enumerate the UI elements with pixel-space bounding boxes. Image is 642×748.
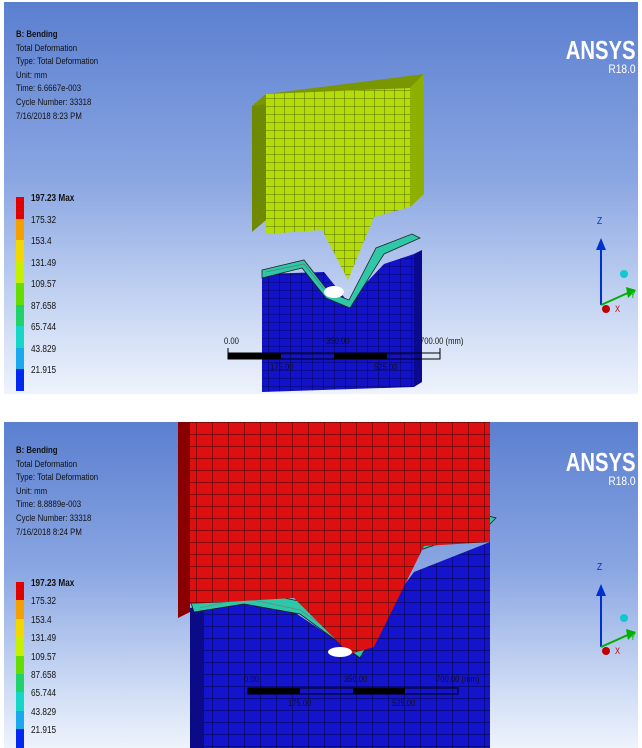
legend-swatch (16, 347, 24, 369)
legend-swatch (16, 674, 24, 693)
scale-right-label: 700.00 (mm) (420, 336, 464, 346)
triad-y-label: Y (630, 632, 636, 643)
scale-right-label: 700.00 (mm) (436, 674, 480, 684)
legend-label: 87.658 (31, 670, 57, 681)
analysis-title: B: Bending (16, 445, 58, 456)
legend-label: 87.658 (31, 300, 57, 312)
legend-swatch (16, 710, 24, 730)
scale-bar (227, 348, 441, 360)
legend-swatch (16, 655, 24, 674)
result-time: Time: 6.6667e-003 (16, 83, 82, 95)
punch (252, 74, 424, 280)
legend-label: 175.32 (31, 214, 57, 226)
scale-left-label: 0.00 (224, 336, 239, 346)
result-cycle: Cycle Number: 33318 (16, 96, 92, 108)
scale-under2-label: 525.00 (392, 698, 416, 708)
legend-label: 109.57 (31, 279, 57, 290)
legend-swatch (16, 197, 24, 219)
result-info: B: Bending Total Deformation Type: Total… (16, 444, 98, 539)
triad-z-label: Z (597, 562, 603, 573)
result-type: Type: Total Deformation (16, 472, 99, 484)
legend-swatch (16, 283, 24, 305)
result-type: Type: Total Deformation (16, 56, 99, 68)
triad-x-label: X (615, 304, 621, 314)
legend-label: 43.829 (31, 343, 57, 355)
model-view-top (227, 74, 636, 392)
legend-label: 197.23 Max (31, 193, 75, 204)
legend-label: 65.744 (31, 322, 57, 333)
result-unit: Unit: mm (16, 485, 48, 497)
scale-under2-label: 525.00 (374, 362, 398, 372)
gap-highlight (324, 286, 344, 298)
scale-under-label: 175.00 (270, 362, 294, 372)
result-date: 7/16/2018 8:23 PM (16, 110, 82, 122)
result-info: B: Bending Total Deformation Type: Total… (16, 28, 98, 123)
coordinate-triad (596, 584, 636, 655)
legend-swatch (16, 692, 24, 711)
ansys-wordmark: ANSYS (566, 447, 636, 477)
gap-highlight (328, 647, 352, 657)
legend-label: 153.4 (31, 614, 52, 626)
legend-swatch (16, 729, 24, 748)
legend-label: 175.32 (31, 596, 57, 608)
lower-die (190, 542, 490, 748)
legend-swatch (16, 240, 24, 262)
triad-x-label: X (615, 646, 621, 656)
ansys-version: R18.0 (608, 62, 636, 76)
legend-label: 21.915 (31, 365, 57, 376)
ansys-logo: ANSYS R18.0 (546, 447, 636, 488)
legend-swatch (16, 582, 24, 601)
coordinate-triad (596, 238, 636, 313)
scale-mid-label: 350.00 (344, 674, 368, 684)
ansys-wordmark: ANSYS (566, 35, 636, 65)
result-name: Total Deformation (16, 458, 78, 470)
legend-swatch (16, 618, 24, 638)
legend-swatch (16, 369, 24, 391)
legend-swatch (16, 326, 24, 348)
result-name: Total Deformation (16, 42, 78, 54)
legend-swatch (16, 600, 24, 619)
legend-label: 109.57 (31, 651, 57, 663)
model-view-bottom (178, 422, 636, 748)
legend-label: 131.49 (31, 257, 57, 269)
analysis-title: B: Bending (16, 29, 58, 40)
legend-label: 43.829 (31, 706, 57, 718)
viewport-top[interactable]: B: Bending Total Deformation Type: Total… (4, 2, 638, 394)
scale-mid-label: 350.00 (326, 336, 350, 346)
legend-label: 131.49 (31, 633, 57, 645)
scale-left-label: 0.00 (244, 674, 259, 684)
ansys-logo: ANSYS R18.0 (546, 35, 636, 76)
scale-bar (247, 687, 459, 695)
result-time: Time: 8.8889e-003 (16, 499, 82, 511)
ansys-version: R18.0 (608, 474, 636, 488)
legend-label: 153.4 (31, 236, 52, 247)
result-cycle: Cycle Number: 33318 (16, 512, 92, 524)
legend-swatch (16, 261, 24, 283)
legend-label: 65.744 (31, 688, 57, 700)
triad-y-label: Y (630, 290, 636, 301)
legend-swatch (16, 304, 24, 326)
legend-swatch (16, 637, 24, 656)
punch (178, 422, 490, 654)
result-unit: Unit: mm (16, 69, 48, 81)
legend-label: 21.915 (31, 725, 57, 737)
scale-under-label: 175.00 (288, 698, 312, 708)
legend-swatch (16, 218, 24, 240)
result-date: 7/16/2018 8:24 PM (16, 526, 82, 538)
viewport-bottom[interactable]: B: Bending Total Deformation Type: Total… (4, 422, 638, 748)
color-legend: 197.23 Max 175.32 153.4 131.49 109.57 87.658 6… (16, 193, 136, 394)
color-legend: 197.23 Max 175.32 153.4 131.49 109.57 87.658 6… (16, 578, 136, 748)
legend-label: 197.23 Max (31, 578, 75, 589)
triad-z-label: Z (597, 216, 603, 227)
